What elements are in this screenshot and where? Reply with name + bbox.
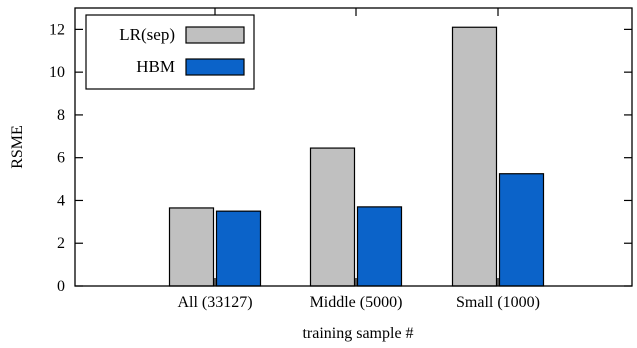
y-tick-label: 0: [57, 278, 65, 295]
legend-swatch: [185, 26, 245, 44]
bar-hbm-1: [356, 206, 403, 287]
bars-layer: [168, 26, 545, 287]
plot-frame: [74, 7, 633, 287]
bar-lr-sep--0: [168, 207, 215, 287]
bar-hbm-2: [498, 173, 545, 287]
bar-hbm-0: [215, 210, 262, 287]
legend-label: HBM: [136, 57, 175, 76]
y-tick-label: 8: [57, 107, 65, 124]
y-axis-label: RSME: [9, 125, 26, 169]
y-tick-label: 2: [57, 235, 65, 252]
x-tick-label: Middle (5000): [310, 294, 403, 311]
x-tick-label: Small (1000): [456, 294, 540, 311]
x-tick-label: All (33127): [177, 294, 252, 311]
legend-swatch: [185, 58, 245, 76]
labels-layer: 0 2 4 6 8 10 12 All (33127) Middle (5000) Small (…: [49, 21, 540, 311]
y-tick-label: 6: [57, 150, 65, 167]
ticks-layer: [75, 8, 632, 287]
bar-lr-sep--1: [309, 147, 356, 287]
y-tick-label: 12: [49, 21, 65, 38]
legend-items: LR(sep) HBM: [119, 25, 245, 76]
y-tick-label: 10: [49, 64, 65, 81]
legend: LR(sep) HBM: [85, 14, 255, 90]
bar-lr-sep--2: [451, 26, 498, 287]
y-tick-label: 4: [57, 192, 65, 209]
x-axis-label: training sample #: [302, 325, 413, 342]
legend-label: LR(sep): [119, 25, 175, 44]
